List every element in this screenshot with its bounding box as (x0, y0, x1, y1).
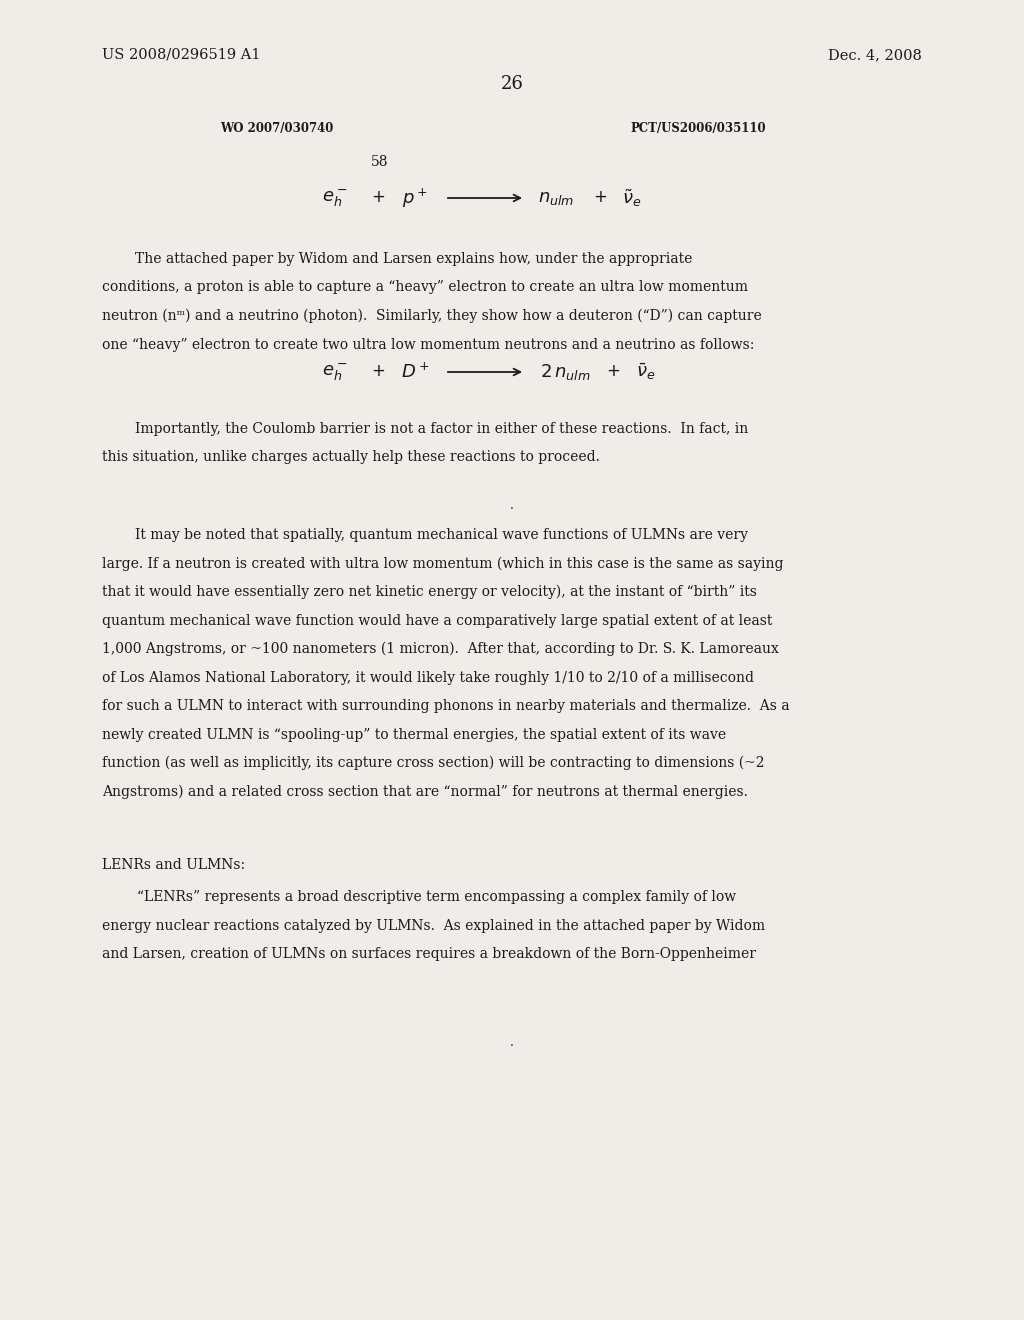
Text: Dec. 4, 2008: Dec. 4, 2008 (828, 48, 922, 62)
Text: “LENRs” represents a broad descriptive term encompassing a complex family of low: “LENRs” represents a broad descriptive t… (102, 890, 736, 904)
Text: $\tilde{\nu}_e$: $\tilde{\nu}_e$ (623, 187, 642, 209)
Text: newly created ULMN is “spooling-up” to thermal energies, the spatial extent of i: newly created ULMN is “spooling-up” to t… (102, 727, 726, 742)
Text: 1,000 Angstroms, or ~100 nanometers (1 micron).  After that, according to Dr. S.: 1,000 Angstroms, or ~100 nanometers (1 m… (102, 642, 779, 656)
Text: .: . (510, 499, 514, 512)
Text: LENRs and ULMNs:: LENRs and ULMNs: (102, 858, 245, 873)
Text: $+$: $+$ (371, 189, 385, 206)
Text: one “heavy” electron to create two ultra low momentum neutrons and a neutrino as: one “heavy” electron to create two ultra… (102, 338, 755, 351)
Text: conditions, a proton is able to capture a “heavy” electron to create an ultra lo: conditions, a proton is able to capture … (102, 281, 748, 294)
Text: $+$: $+$ (371, 363, 385, 380)
Text: function (as well as implicitly, its capture cross section) will be contracting : function (as well as implicitly, its cap… (102, 756, 765, 771)
Text: large. If a neutron is created with ultra low momentum (which in this case is th: large. If a neutron is created with ultr… (102, 557, 783, 570)
Text: of Los Alamos National Laboratory, it would likely take roughly 1/10 to 2/10 of : of Los Alamos National Laboratory, it wo… (102, 671, 754, 685)
Text: $p^+$: $p^+$ (402, 186, 428, 210)
Text: $D^+$: $D^+$ (400, 363, 429, 381)
Text: for such a ULMN to interact with surrounding phonons in nearby materials and the: for such a ULMN to interact with surroun… (102, 700, 790, 713)
Text: $+$: $+$ (593, 189, 607, 206)
Text: and Larsen, creation of ULMNs on surfaces requires a breakdown of the Born-Oppen: and Larsen, creation of ULMNs on surface… (102, 946, 756, 961)
Text: WO 2007/030740: WO 2007/030740 (220, 121, 334, 135)
Text: $\bar{\nu}_e$: $\bar{\nu}_e$ (636, 362, 655, 383)
Text: Angstroms) and a related cross section that are “normal” for neutrons at thermal: Angstroms) and a related cross section t… (102, 784, 748, 799)
Text: this situation, unlike charges actually help these reactions to proceed.: this situation, unlike charges actually … (102, 450, 600, 465)
Text: $e_h^-$: $e_h^-$ (323, 187, 348, 209)
Text: neutron (nᵐ) and a neutrino (photon).  Similarly, they show how a deuteron (“D”): neutron (nᵐ) and a neutrino (photon). Si… (102, 309, 762, 323)
Text: that it would have essentially zero net kinetic energy or velocity), at the inst: that it would have essentially zero net … (102, 585, 757, 599)
Text: US 2008/0296519 A1: US 2008/0296519 A1 (102, 48, 260, 62)
Text: $+$: $+$ (606, 363, 621, 380)
Text: $e_h^-$: $e_h^-$ (323, 362, 348, 383)
Text: $2\,n_{ulm}$: $2\,n_{ulm}$ (540, 362, 591, 381)
Text: Importantly, the Coulomb barrier is not a factor in either of these reactions.  : Importantly, the Coulomb barrier is not … (135, 422, 749, 436)
Text: It may be noted that spatially, quantum mechanical wave functions of ULMNs are v: It may be noted that spatially, quantum … (135, 528, 748, 543)
Text: PCT/US2006/035110: PCT/US2006/035110 (630, 121, 766, 135)
Text: 58: 58 (372, 154, 389, 169)
Text: quantum mechanical wave function would have a comparatively large spatial extent: quantum mechanical wave function would h… (102, 614, 772, 627)
Text: .: . (510, 1035, 514, 1048)
Text: 26: 26 (501, 75, 523, 92)
Text: $n_{ulm}$: $n_{ulm}$ (538, 189, 574, 207)
Text: The attached paper by Widom and Larsen explains how, under the appropriate: The attached paper by Widom and Larsen e… (135, 252, 692, 267)
Text: energy nuclear reactions catalyzed by ULMNs.  As explained in the attached paper: energy nuclear reactions catalyzed by UL… (102, 919, 765, 932)
